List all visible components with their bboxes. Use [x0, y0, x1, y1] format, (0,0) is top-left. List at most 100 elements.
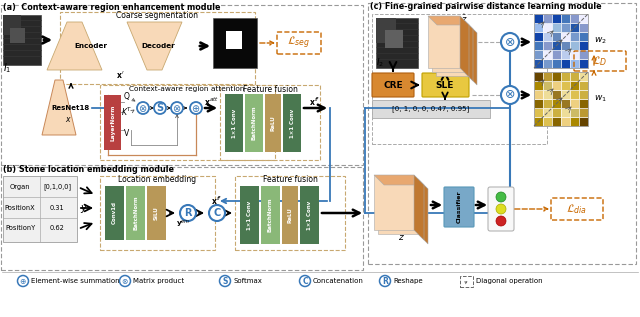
- Bar: [561, 41, 570, 50]
- Bar: [105, 186, 124, 240]
- Text: $\mathbf{x}'$: $\mathbf{x}'$: [116, 69, 124, 81]
- Polygon shape: [47, 22, 102, 70]
- Bar: [225, 94, 243, 152]
- Bar: [579, 99, 588, 108]
- Bar: [376, 18, 418, 68]
- Polygon shape: [418, 179, 428, 244]
- Text: Concatenation: Concatenation: [313, 278, 364, 284]
- Bar: [561, 72, 570, 81]
- Text: Feature fusion: Feature fusion: [243, 85, 298, 94]
- Bar: [282, 186, 298, 244]
- Bar: [570, 72, 579, 81]
- Text: Softmax: Softmax: [233, 278, 262, 284]
- Bar: [3, 176, 77, 242]
- Polygon shape: [374, 175, 414, 230]
- Circle shape: [300, 275, 310, 287]
- Bar: [220, 85, 320, 160]
- FancyBboxPatch shape: [422, 73, 469, 97]
- Bar: [570, 59, 579, 68]
- Circle shape: [190, 102, 202, 114]
- Text: S: S: [156, 103, 164, 113]
- Bar: [226, 31, 242, 49]
- Text: (a)  Context-aware region enhancement module: (a) Context-aware region enhancement mod…: [3, 3, 221, 12]
- Polygon shape: [127, 22, 182, 70]
- Polygon shape: [464, 20, 473, 81]
- Text: BatchNorm: BatchNorm: [133, 196, 138, 230]
- Polygon shape: [42, 80, 76, 135]
- Bar: [570, 81, 579, 90]
- Bar: [552, 23, 561, 32]
- Bar: [543, 14, 552, 23]
- Bar: [570, 117, 579, 126]
- Text: Context-aware region attention: Context-aware region attention: [129, 86, 244, 92]
- Text: [0, 1, 0, 0, 0.47, 0.95]: [0, 1, 0, 0, 0.47, 0.95]: [392, 106, 470, 112]
- Bar: [579, 14, 588, 23]
- Text: $\mathbf{x}^{att}$: $\mathbf{x}^{att}$: [204, 96, 218, 108]
- Polygon shape: [378, 179, 428, 189]
- Text: z: z: [397, 232, 403, 242]
- Text: $\otimes$: $\otimes$: [138, 102, 148, 113]
- Bar: [534, 72, 588, 126]
- Bar: [534, 23, 543, 32]
- Bar: [147, 186, 166, 240]
- Bar: [570, 99, 579, 108]
- Bar: [552, 59, 561, 68]
- Text: $w_1$: $w_1$: [594, 94, 607, 104]
- Bar: [534, 32, 543, 41]
- Circle shape: [17, 275, 29, 287]
- Text: $\otimes$: $\otimes$: [504, 88, 516, 101]
- Polygon shape: [428, 16, 460, 68]
- Polygon shape: [374, 175, 424, 185]
- Text: $\otimes$: $\otimes$: [504, 36, 516, 49]
- Bar: [100, 176, 215, 250]
- Text: C: C: [213, 208, 221, 218]
- Text: Coarse segmentation: Coarse segmentation: [116, 11, 198, 21]
- Circle shape: [496, 192, 506, 202]
- Bar: [534, 72, 543, 81]
- Text: SLE: SLE: [436, 81, 454, 89]
- Bar: [552, 90, 561, 99]
- Bar: [561, 59, 570, 68]
- Circle shape: [120, 275, 131, 287]
- Text: Reshape: Reshape: [393, 278, 422, 284]
- Bar: [534, 81, 543, 90]
- Bar: [552, 117, 561, 126]
- Bar: [570, 14, 579, 23]
- Circle shape: [137, 102, 149, 114]
- Text: Encoder: Encoder: [74, 43, 108, 49]
- Text: R: R: [184, 208, 192, 218]
- Text: $\mathbf{x}^{ff}$: $\mathbf{x}^{ff}$: [211, 195, 223, 207]
- Bar: [534, 108, 543, 117]
- Text: PositionY: PositionY: [5, 225, 35, 231]
- Text: Classifier: Classifier: [456, 191, 461, 223]
- Text: Q: Q: [124, 93, 130, 101]
- Bar: [570, 50, 579, 59]
- Bar: [385, 30, 403, 48]
- Bar: [570, 32, 579, 41]
- FancyBboxPatch shape: [488, 187, 514, 231]
- Bar: [213, 18, 257, 68]
- Text: (b) Stone location embedding module: (b) Stone location embedding module: [3, 165, 174, 174]
- Text: C: C: [302, 276, 308, 286]
- Bar: [543, 23, 552, 32]
- Bar: [265, 94, 281, 152]
- Bar: [534, 59, 543, 68]
- Circle shape: [209, 205, 225, 221]
- Bar: [534, 41, 543, 50]
- Bar: [543, 90, 552, 99]
- Bar: [543, 32, 552, 41]
- Bar: [561, 117, 570, 126]
- Text: Decoder: Decoder: [141, 43, 175, 49]
- Text: 0.62: 0.62: [49, 225, 65, 231]
- Text: ReLU: ReLU: [271, 115, 275, 131]
- Bar: [283, 94, 301, 152]
- Text: S: S: [222, 276, 228, 286]
- Bar: [552, 99, 561, 108]
- Text: (c) Fine-grained pairwise distance learning module: (c) Fine-grained pairwise distance learn…: [370, 2, 602, 11]
- Bar: [460, 276, 473, 287]
- Text: $\mathcal{L}_D$: $\mathcal{L}_D$: [592, 54, 608, 68]
- Text: PositionX: PositionX: [4, 205, 35, 211]
- Text: Element-wise summation: Element-wise summation: [31, 278, 120, 284]
- Bar: [60, 12, 255, 84]
- Bar: [552, 81, 561, 90]
